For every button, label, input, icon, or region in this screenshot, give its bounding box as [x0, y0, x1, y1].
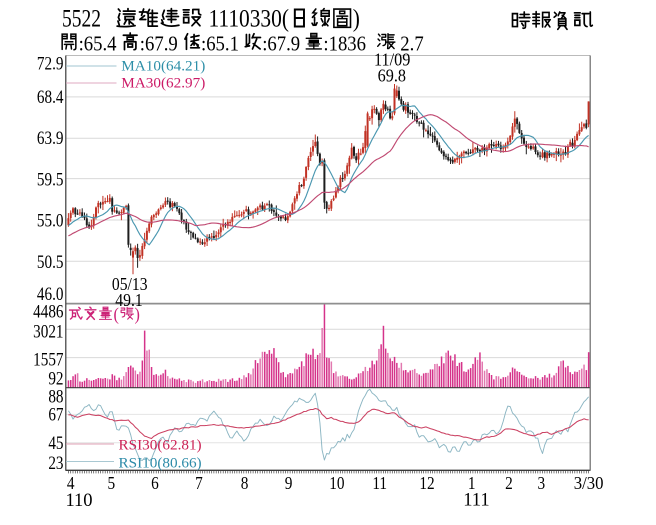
- svg-text:): ): [135, 304, 140, 324]
- svg-text:3: 3: [537, 473, 545, 493]
- svg-text::67.9: :67.9: [140, 32, 178, 55]
- svg-text:RSI30(62.81): RSI30(62.81): [119, 437, 202, 454]
- svg-text:3021: 3021: [33, 321, 63, 342]
- svg-text:MA30(62.97): MA30(62.97): [121, 75, 205, 92]
- svg-text:9: 9: [285, 473, 293, 493]
- svg-text:5: 5: [107, 473, 115, 493]
- svg-text:10: 10: [329, 473, 344, 493]
- svg-text:92: 92: [48, 368, 63, 389]
- svg-text:8: 8: [241, 473, 249, 493]
- svg-text:69.8: 69.8: [378, 66, 406, 86]
- svg-text:88: 88: [48, 386, 63, 407]
- svg-text:49.1: 49.1: [115, 290, 142, 310]
- svg-text::1836: :1836: [323, 32, 366, 55]
- svg-text:110: 110: [65, 490, 92, 511]
- svg-text:): ): [353, 5, 360, 33]
- svg-text:67: 67: [48, 404, 64, 425]
- svg-text:1557: 1557: [33, 349, 64, 370]
- svg-text:MA10(64.21): MA10(64.21): [121, 58, 205, 75]
- svg-text:2.7: 2.7: [400, 32, 423, 55]
- svg-text:2: 2: [505, 473, 513, 493]
- svg-text:(: (: [114, 304, 120, 324]
- svg-text:68.4: 68.4: [37, 86, 64, 107]
- svg-text:63.9: 63.9: [37, 128, 64, 149]
- svg-text::65.4: :65.4: [79, 32, 117, 55]
- svg-text:4486: 4486: [33, 301, 64, 322]
- svg-text:11: 11: [372, 473, 387, 493]
- svg-text:6: 6: [151, 473, 159, 493]
- svg-text:4: 4: [67, 473, 75, 493]
- svg-text:3/30: 3/30: [574, 473, 604, 493]
- svg-text::67.9: :67.9: [262, 32, 300, 55]
- svg-text:59.5: 59.5: [37, 169, 64, 190]
- svg-text:RSI10(80.66): RSI10(80.66): [119, 455, 202, 472]
- svg-text:12: 12: [419, 473, 434, 493]
- svg-text:50.5: 50.5: [37, 251, 64, 272]
- svg-text:1: 1: [468, 473, 476, 493]
- svg-text:23: 23: [48, 452, 63, 473]
- svg-text:45: 45: [48, 432, 63, 453]
- svg-text:5522: 5522: [62, 4, 101, 32]
- svg-text::65.1: :65.1: [201, 32, 239, 55]
- svg-text:111: 111: [463, 489, 489, 510]
- svg-text:7: 7: [195, 473, 203, 493]
- svg-text:72.9: 72.9: [37, 53, 64, 74]
- svg-text:46.0: 46.0: [37, 284, 64, 305]
- svg-text:11/09: 11/09: [374, 50, 410, 70]
- svg-text:1110330(: 1110330(: [209, 5, 290, 33]
- svg-text:05/13: 05/13: [112, 274, 148, 294]
- svg-text:55.0: 55.0: [37, 210, 64, 231]
